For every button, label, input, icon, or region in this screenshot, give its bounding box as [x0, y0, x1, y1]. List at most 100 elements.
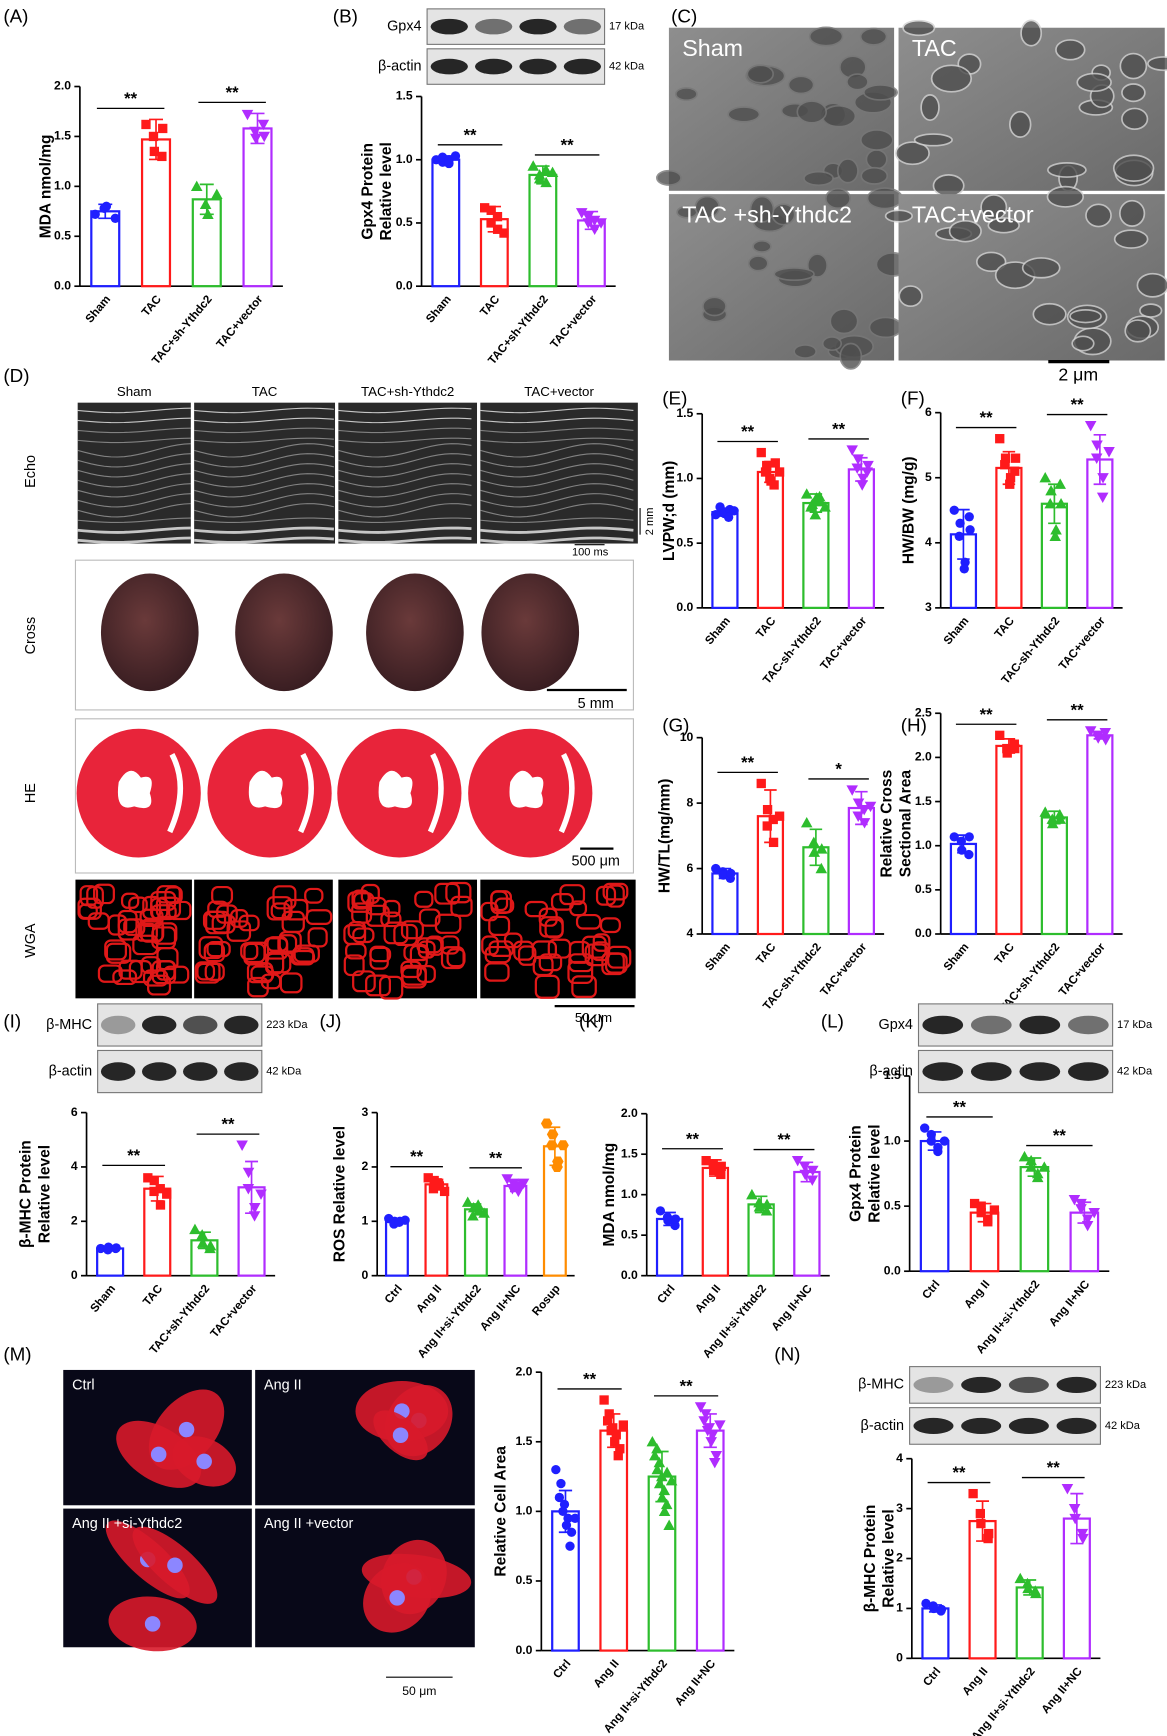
wga-cell — [418, 908, 441, 927]
mitochondrion — [1021, 257, 1061, 279]
data-point — [478, 1207, 490, 1218]
echo-line — [194, 503, 335, 518]
mitochondrion — [787, 75, 815, 95]
significance-label: ** — [832, 419, 845, 438]
blot-band — [475, 58, 513, 75]
wga-cell — [265, 951, 285, 975]
he-lumen — [378, 770, 413, 809]
blot-band — [430, 18, 468, 35]
data-point — [769, 480, 779, 490]
mitochondrion — [1121, 107, 1149, 131]
echo-line — [194, 517, 334, 524]
blot-size: 17 kDa — [1117, 1019, 1153, 1031]
mitochondrion — [987, 217, 1020, 234]
wga-cell — [156, 885, 181, 904]
significance-label: ** — [410, 1147, 423, 1166]
data-point — [546, 166, 559, 178]
data-point — [162, 1189, 172, 1199]
y-axis-label: β-MHC Protein — [18, 1140, 35, 1248]
data-point — [618, 1420, 629, 1430]
blot-size: 223 kDa — [1105, 1379, 1147, 1391]
x-tick-label: Sham — [941, 941, 971, 974]
x-tick-label: Ctrl — [921, 1665, 944, 1689]
data-point — [1030, 1587, 1042, 1599]
echo-image — [77, 402, 191, 544]
y-axis-label: HW/TL(mg/mm) — [657, 779, 674, 894]
data-point — [856, 480, 868, 491]
mitochondrion — [752, 240, 772, 253]
echo-line — [194, 463, 335, 478]
wga-cell — [414, 890, 434, 908]
data-point — [141, 119, 151, 130]
data-point — [588, 224, 601, 236]
mitochondrion — [1055, 39, 1086, 61]
echo-line — [338, 427, 472, 434]
data-point — [660, 1498, 673, 1510]
y-tick-label: 2.0 — [915, 750, 932, 764]
data-point — [656, 1470, 668, 1482]
bar — [756, 470, 785, 609]
echo-line — [77, 443, 191, 458]
data-point — [718, 870, 728, 880]
y-axis-label: LVPW;d (mm) — [661, 461, 678, 561]
data-point — [959, 564, 969, 574]
he-lumen — [427, 752, 444, 834]
data-point — [1068, 1194, 1081, 1206]
column-header: Sham — [117, 384, 152, 399]
data-point — [199, 198, 212, 209]
wga-cell — [488, 940, 514, 958]
wga-cell — [155, 896, 182, 919]
panel-letter: (D) — [3, 365, 29, 386]
data-point — [546, 1129, 559, 1140]
data-point — [250, 133, 262, 145]
data-point — [791, 1156, 804, 1167]
he-lumen — [298, 752, 314, 834]
blot-label: β-MHC — [858, 1377, 904, 1393]
scale-label: 50 μm — [575, 1010, 612, 1025]
blot-band — [970, 1062, 1012, 1081]
data-point — [694, 1402, 707, 1413]
data-point — [921, 1598, 931, 1609]
echo-line — [77, 503, 191, 518]
mitochondrion — [1139, 303, 1163, 318]
echo-line — [194, 427, 334, 434]
data-point — [599, 1395, 609, 1405]
data-point — [1005, 479, 1015, 489]
data-point — [995, 730, 1005, 740]
echo-line — [480, 443, 634, 458]
mitochondrion — [656, 169, 682, 186]
data-point — [249, 126, 261, 138]
y-axis-label: ROS Relative level — [332, 1126, 349, 1262]
significance-label: ** — [778, 1130, 791, 1149]
blot-band — [183, 1062, 218, 1081]
echo-line — [77, 536, 191, 544]
data-point — [249, 1203, 261, 1214]
wga-cell — [135, 922, 158, 942]
mitochondrion — [1112, 154, 1155, 182]
mitochondrion — [920, 94, 940, 121]
data-point — [472, 1199, 484, 1210]
wga-cell — [279, 972, 303, 994]
wga-cell — [488, 915, 511, 936]
data-point — [661, 1466, 673, 1478]
echo-line — [194, 526, 335, 534]
data-point — [563, 1513, 573, 1523]
data-point — [1069, 1513, 1081, 1525]
data-point — [756, 447, 766, 458]
data-point — [461, 1196, 474, 1207]
data-point — [613, 1451, 623, 1461]
nucleus — [150, 1446, 167, 1463]
data-point — [956, 836, 966, 846]
x-tick-label: TAC+vector — [818, 940, 870, 998]
mitochondrion — [773, 267, 815, 282]
echo-line — [77, 453, 191, 468]
data-point — [204, 1239, 217, 1251]
data-point — [799, 1169, 811, 1181]
heart — [481, 573, 580, 692]
data-point — [989, 1205, 1000, 1215]
y-tick-label: 2.5 — [915, 705, 932, 719]
data-point — [561, 1520, 572, 1530]
mitochondrion — [821, 336, 843, 352]
significance-label: ** — [222, 1115, 235, 1134]
y-tick-label: 1.0 — [676, 471, 693, 485]
